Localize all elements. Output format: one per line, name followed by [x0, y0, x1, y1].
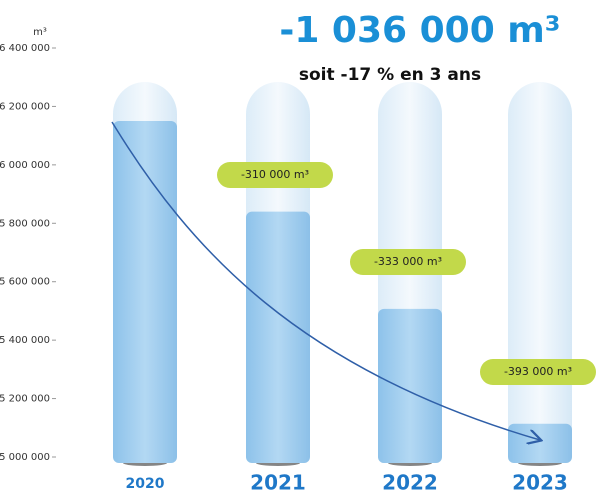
y-tick-label: 5 000 000: [0, 452, 50, 463]
y-tick-label: 5 800 000: [0, 218, 50, 229]
y-tick-label: 5 200 000: [0, 394, 50, 405]
annotation: -310 000 m³: [241, 168, 309, 181]
y-tick-label: 6 200 000: [0, 101, 50, 112]
tube: [508, 82, 572, 463]
annotation: -333 000 m³: [374, 255, 442, 268]
bar: [246, 211, 310, 463]
annotation: -393 000 m³: [504, 365, 572, 378]
bar: [113, 121, 177, 464]
x-tick-label: 2023: [512, 471, 568, 495]
x-tick-label: 2022: [382, 471, 438, 495]
y-unit: m³: [33, 27, 47, 38]
y-tick-label: 5 600 000: [0, 277, 50, 288]
annotation-pill: [350, 249, 466, 275]
bar: [378, 308, 442, 463]
y-tick-label: 6 000 000: [0, 160, 50, 171]
annotation-pill: [480, 359, 596, 385]
y-tick-label: 6 400 000: [0, 43, 50, 54]
y-tick-label: 5 400 000: [0, 335, 50, 346]
tubes: [113, 82, 572, 466]
headline: -1 036 000 m³: [279, 10, 560, 51]
x-tick-label: 2020: [126, 476, 165, 492]
annotation-pill: [217, 162, 333, 188]
x-tick-label: 2021: [250, 471, 306, 495]
subtitle: soit -17 % en 3 ans: [299, 65, 481, 85]
bars: [113, 121, 572, 464]
bar: [508, 423, 572, 463]
trend-arrow: [111, 121, 540, 440]
